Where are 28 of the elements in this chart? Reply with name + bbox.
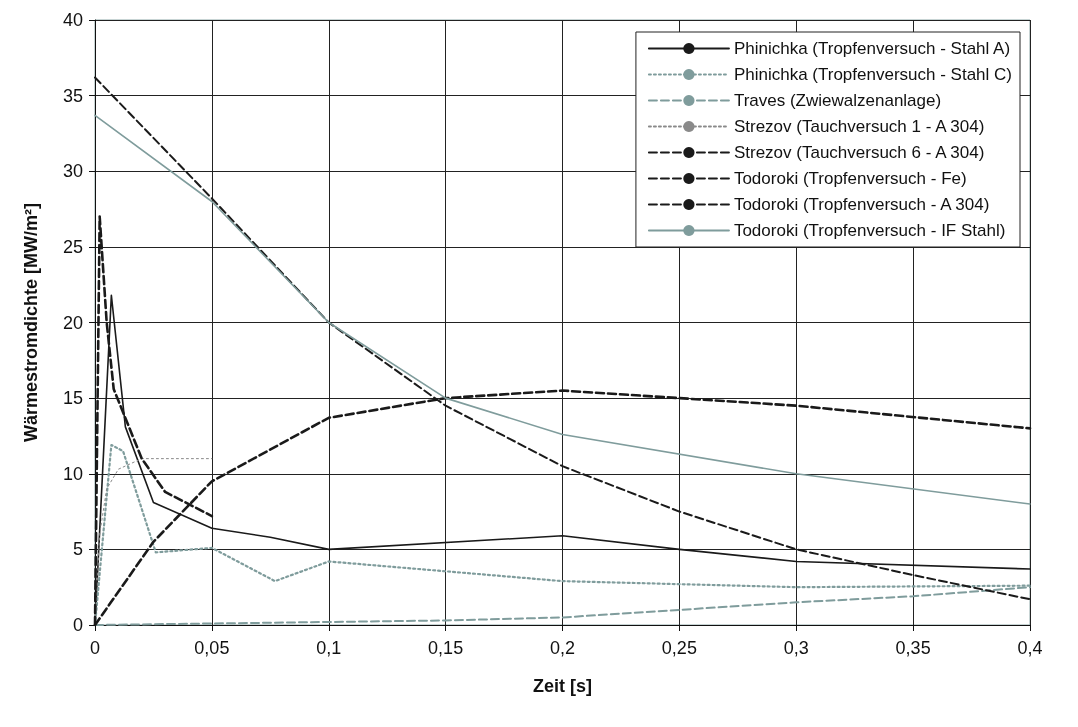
x-tick-label: 0,1 [316,638,342,658]
x-tick-label: 0,3 [783,638,809,658]
x-tick-label: 0,25 [661,638,697,658]
x-tick-label: 0,2 [549,638,576,658]
x-tick-label: 0 [89,638,101,658]
x-tick-label: 0,35 [895,638,931,658]
y-tick-label: 35 [62,85,83,106]
y-tick-label: 0 [72,615,83,635]
x-tick-label: 0,4 [1017,638,1043,658]
y-tick-label: 25 [62,236,83,257]
legend-label: Strezov (Tauchversuch 6 - A 304) [733,143,985,162]
y-tick-label: 10 [62,463,83,484]
y-tick-label: 30 [62,161,83,182]
y-axis-title: Wärmestromdichte [MW/m²] [21,202,41,443]
legend-label: Phinichka (Tropfenversuch - Stahl A) [733,39,1011,58]
legend-label: Phinichka (Tropfenversuch - Stahl C) [733,65,1012,84]
x-axis-title: Zeit [s] [532,676,593,696]
y-tick-label: 15 [62,388,83,409]
y-tick-label: 40 [62,10,83,30]
x-tick-label: 0,05 [194,638,230,658]
legend-label: Strezov (Tauchversuch 1 - A 304) [733,117,985,136]
legend-label: Traves (Zwiewalzenanlage) [733,91,942,110]
y-tick-label: 5 [72,539,83,560]
legend-label: Todoroki (Tropfenversuch - IF Stahl) [733,221,1006,240]
x-tick-label: 0,15 [428,638,464,658]
legend-label: Todoroki (Tropfenversuch - A 304) [733,195,990,214]
y-tick-label: 20 [62,312,83,333]
legend-label: Todoroki (Tropfenversuch - Fe) [733,169,967,188]
